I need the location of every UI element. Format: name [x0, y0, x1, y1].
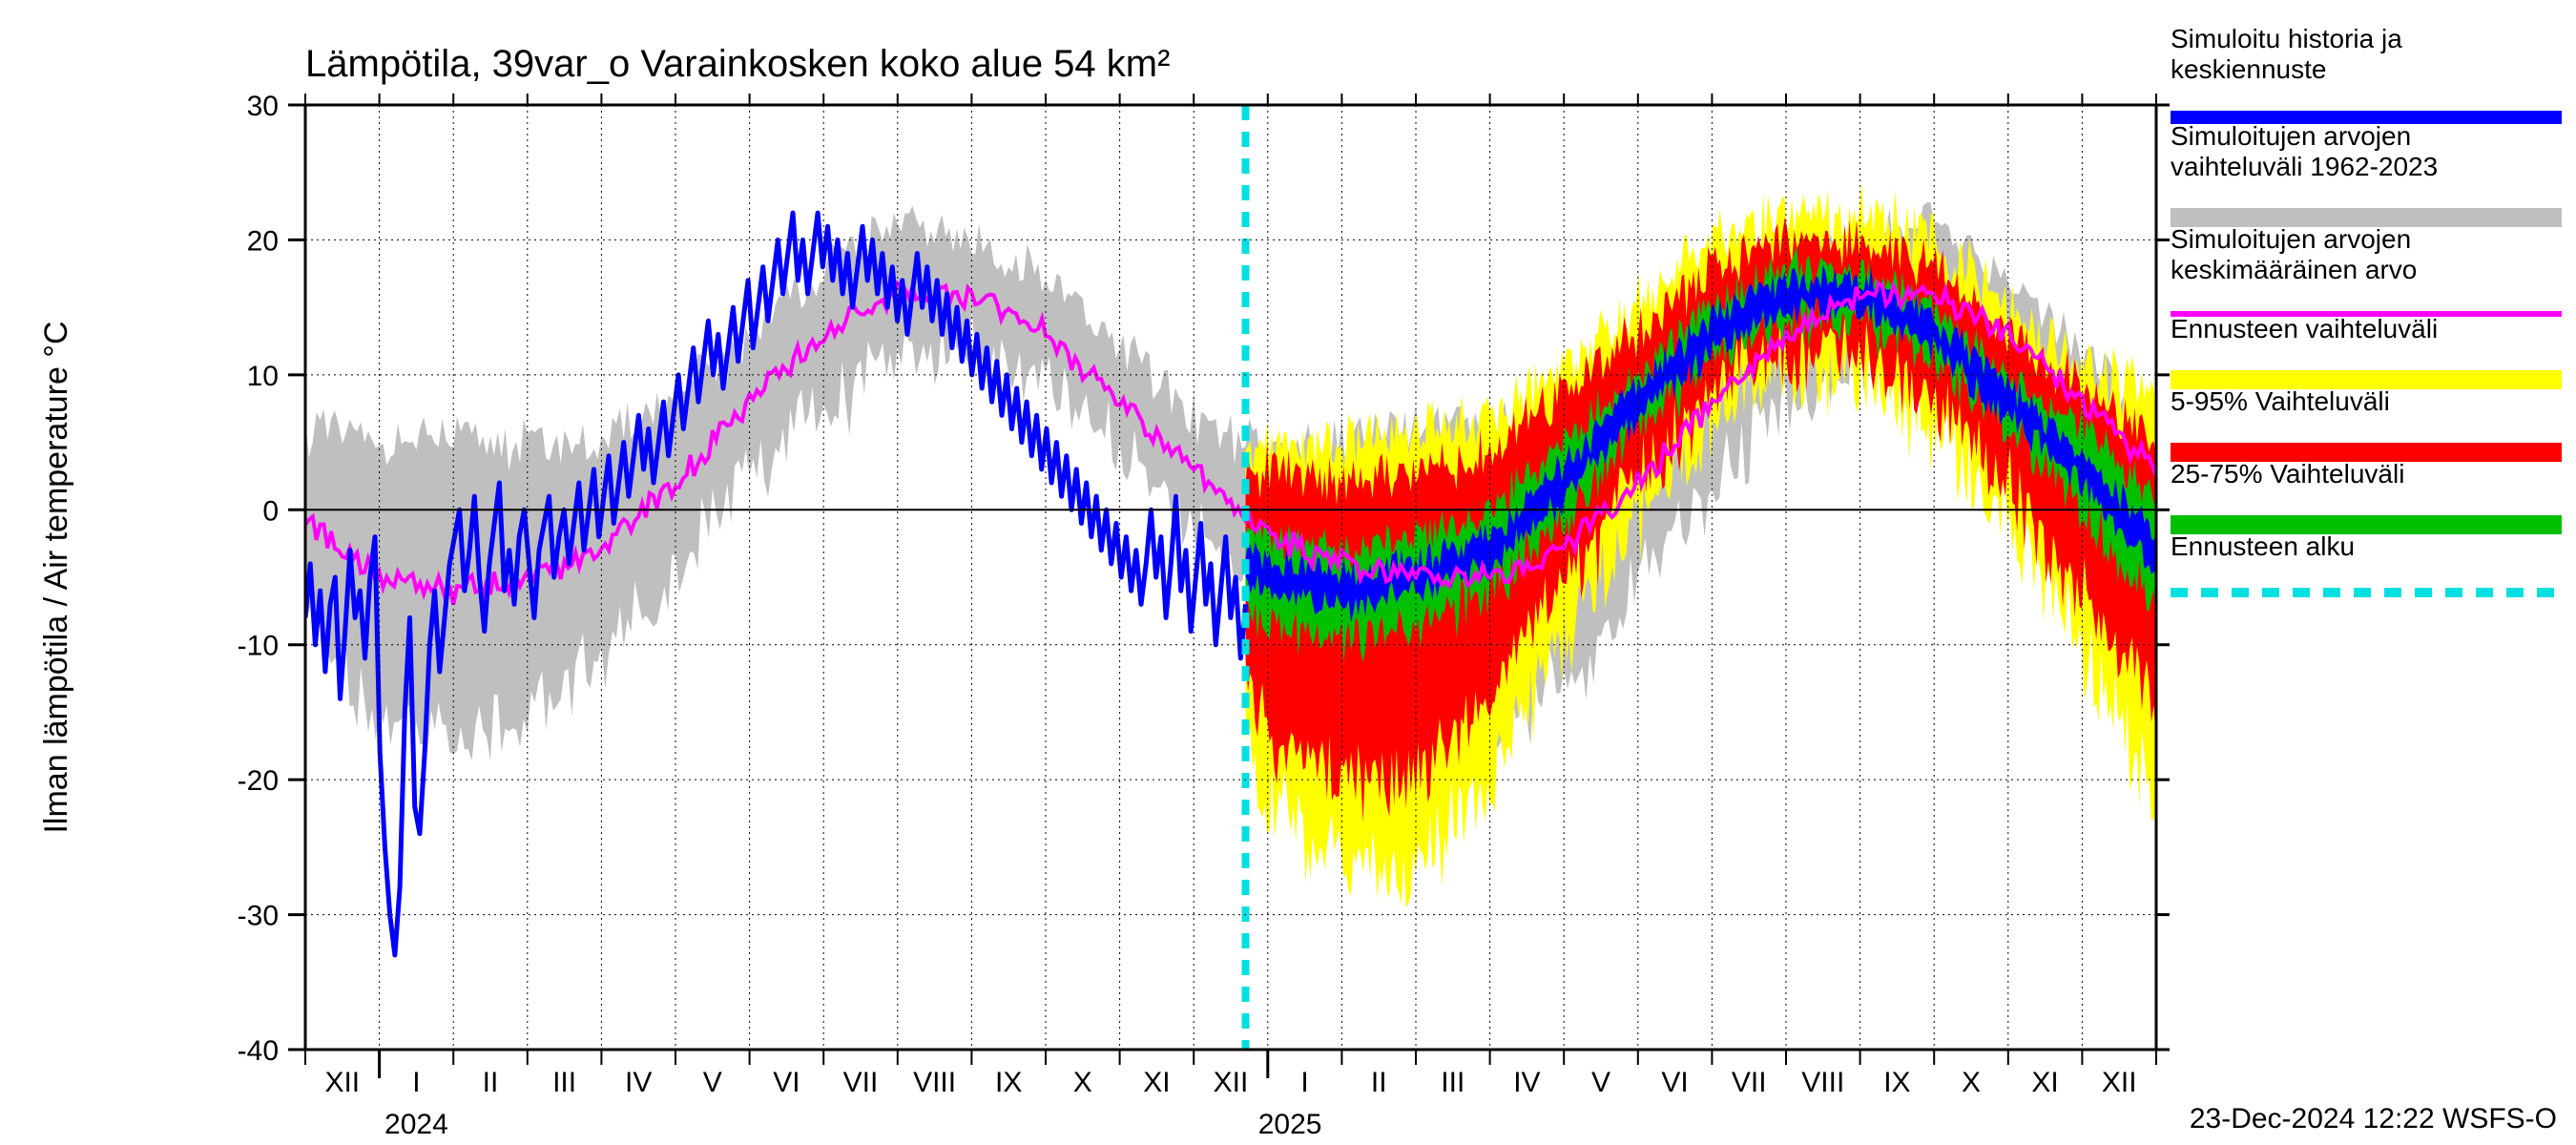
- y-tick-label: -20: [238, 765, 279, 797]
- x-month-label: I: [412, 1067, 420, 1098]
- x-month-label: XI: [1143, 1067, 1170, 1098]
- x-month-label: VI: [1661, 1067, 1688, 1098]
- x-month-label: II: [1371, 1067, 1387, 1098]
- chart-container: -40-30-20-100102030XIIIIIIIIIVVVIVIIVIII…: [0, 0, 2576, 1145]
- x-month-label: XII: [1214, 1067, 1249, 1098]
- legend-label: vaihteluväli 1962-2023: [2171, 152, 2438, 181]
- y-tick-label: 0: [262, 495, 279, 527]
- x-month-label: IV: [1513, 1067, 1540, 1098]
- x-year-label: 2025: [1258, 1109, 1322, 1140]
- legend-label: 5-95% Vaihteluväli: [2171, 386, 2390, 416]
- y-axis-label: Ilman lämpötila / Air temperature °C: [38, 321, 74, 833]
- x-month-label: VIII: [913, 1067, 956, 1098]
- x-month-label: VII: [1732, 1067, 1767, 1098]
- y-tick-label: -10: [238, 631, 279, 662]
- x-month-label: IV: [625, 1067, 652, 1098]
- x-month-label: I: [1300, 1067, 1308, 1098]
- x-month-label: II: [483, 1067, 499, 1098]
- x-month-label: V: [703, 1067, 722, 1098]
- x-month-label: X: [1962, 1067, 1981, 1098]
- legend-label: keskimääräinen arvo: [2171, 255, 2417, 284]
- chart-svg: -40-30-20-100102030XIIIIIIIIIVVVIVIIVIII…: [0, 0, 2576, 1145]
- chart-title: Lämpötila, 39var_o Varainkosken koko alu…: [305, 43, 1170, 85]
- x-month-label: XII: [2102, 1067, 2137, 1098]
- y-tick-label: 30: [247, 91, 279, 122]
- x-month-label: VII: [843, 1067, 879, 1098]
- x-month-label: XI: [2031, 1067, 2058, 1098]
- x-month-label: VIII: [1801, 1067, 1844, 1098]
- y-tick-label: 20: [247, 225, 279, 257]
- chart-footer: 23-Dec-2024 12:22 WSFS-O: [2190, 1103, 2557, 1135]
- x-month-label: XII: [324, 1067, 360, 1098]
- x-month-label: III: [552, 1067, 576, 1098]
- x-month-label: V: [1591, 1067, 1610, 1098]
- x-month-label: X: [1073, 1067, 1092, 1098]
- y-tick-label: -30: [238, 901, 279, 932]
- x-month-label: IX: [1883, 1067, 1910, 1098]
- plot-area: [305, 105, 2156, 1050]
- y-tick-label: 10: [247, 361, 279, 392]
- legend-label: Simuloitujen arvojen: [2171, 121, 2411, 151]
- legend-label: Ennusteen vaihteluväli: [2171, 314, 2438, 344]
- legend: Simuloitu historia jakeskiennuste Simuloi…: [2171, 24, 2562, 593]
- x-month-label: III: [1441, 1067, 1465, 1098]
- x-month-label: IX: [995, 1067, 1022, 1098]
- legend-label: Simuloitujen arvojen: [2171, 224, 2411, 254]
- legend-label: keskiennuste: [2171, 54, 2326, 84]
- legend-label: Simuloitu historia ja: [2171, 24, 2402, 53]
- legend-label: 25-75% Vaihteluväli: [2171, 459, 2404, 489]
- x-month-label: VI: [773, 1067, 800, 1098]
- legend-label: Ennusteen alku: [2171, 531, 2355, 561]
- y-tick-label: -40: [238, 1035, 279, 1067]
- x-year-label: 2024: [384, 1109, 448, 1140]
